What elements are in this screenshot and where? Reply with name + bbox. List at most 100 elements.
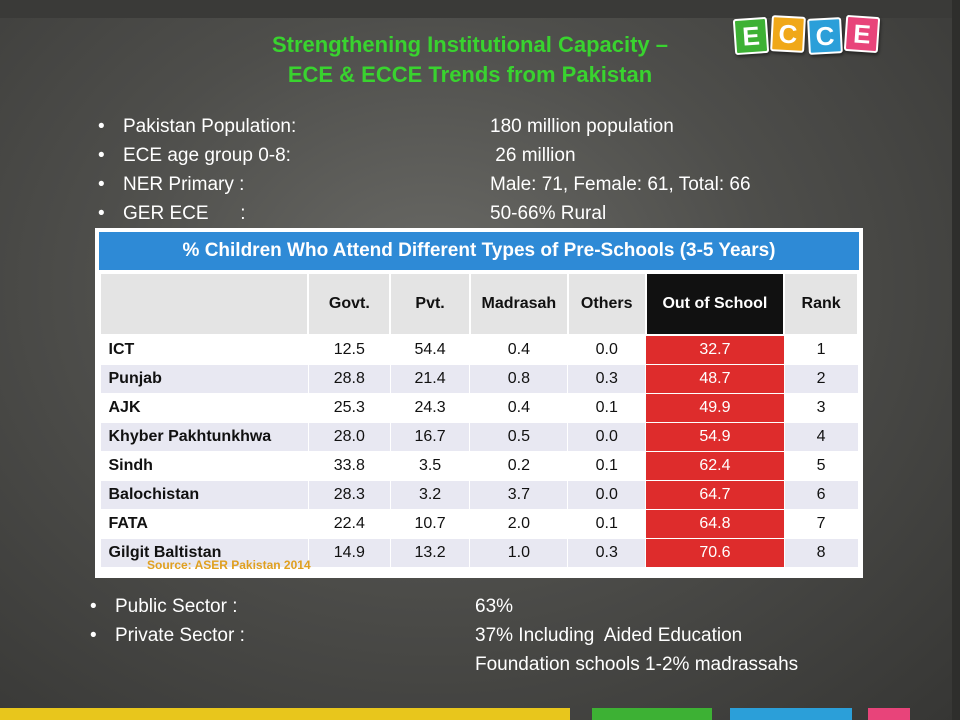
cell-madrasah: 0.8: [469, 364, 569, 394]
table-row: FATA 22.4 10.7 2.0 0.1 64.8 7: [99, 509, 859, 539]
column-header-madrasah: Madrasah: [468, 272, 569, 336]
bullet: •: [98, 203, 105, 224]
table-title: % Children Who Attend Different Types of…: [99, 232, 859, 270]
column-header-out-of-school: Out of School: [644, 272, 786, 336]
cell-others: 0.1: [567, 509, 647, 539]
table-row: ICT 12.5 54.4 0.4 0.0 32.7 1: [99, 334, 859, 365]
sector-label: Private Sector :: [115, 625, 245, 646]
cell-others: 0.0: [567, 334, 647, 365]
cell-madrasah: 0.4: [469, 393, 569, 423]
cell-govt: 22.4: [307, 509, 391, 539]
stat-label: ECE age group 0-8:: [123, 145, 291, 166]
sector-value: Foundation schools 1-2% madrassahs: [475, 654, 799, 675]
stat-label: Pakistan Population:: [123, 116, 297, 137]
cell-madrasah: 0.5: [469, 422, 569, 452]
bullet: •: [98, 116, 105, 137]
preschool-table: Govt. Pvt. Madrasah Others Out of School…: [98, 272, 859, 568]
preschool-table-image: % Children Who Attend Different Types of…: [95, 228, 863, 578]
table-row: Gilgit Baltistan 14.9 13.2 1.0 0.3 70.6 …: [99, 538, 859, 568]
cell-rank: 5: [783, 451, 859, 481]
cell-rank: 2: [783, 364, 859, 394]
cell-pvt: 24.3: [389, 393, 471, 423]
cell-rank: 7: [783, 509, 859, 539]
cell-region: FATA: [99, 509, 309, 539]
logo-letter-c1: C: [770, 15, 806, 53]
cell-rank: 1: [783, 334, 859, 365]
cell-out-of-school: 70.6: [645, 538, 785, 568]
column-header-region: [98, 272, 310, 336]
slide-frame-right: [952, 0, 960, 720]
cell-govt: 14.9: [307, 538, 391, 568]
cell-out-of-school: 49.9: [645, 393, 785, 423]
cell-govt: 25.3: [307, 393, 391, 423]
cell-govt: 28.3: [307, 480, 391, 510]
cell-pvt: 10.7: [389, 509, 471, 539]
cell-govt: 12.5: [307, 334, 391, 365]
cell-rank: 4: [783, 422, 859, 452]
column-header-govt: Govt.: [307, 272, 392, 336]
slide-frame-top: [0, 0, 960, 18]
table-row: Balochistan 28.3 3.2 3.7 0.0 64.7 6: [99, 480, 859, 510]
column-header-rank: Rank: [783, 272, 859, 336]
cell-pvt: 21.4: [389, 364, 471, 394]
stat-population: • Pakistan Population: 180 million popul…: [98, 112, 858, 141]
cell-pvt: 16.7: [389, 422, 471, 452]
cell-pvt: 3.2: [389, 480, 471, 510]
logo-letter-c2: C: [807, 17, 843, 55]
table-row: Khyber Pakhtunkhwa 28.0 16.7 0.5 0.0 54.…: [99, 422, 859, 452]
slide-title: Strengthening Institutional Capacity – E…: [150, 30, 790, 90]
sector-continuation: Foundation schools 1-2% madrassahs: [90, 650, 850, 679]
sector-value: 37% Including Aided Education: [475, 625, 743, 646]
stat-value: 180 million population: [490, 116, 674, 137]
cell-others: 0.0: [567, 480, 647, 510]
stat-label: GER ECE :: [123, 203, 246, 224]
cell-out-of-school: 64.7: [645, 480, 785, 510]
logo-letter-e2: E: [843, 14, 881, 54]
cell-out-of-school: 32.7: [645, 334, 785, 365]
stat-ger-ece: • GER ECE : 50-66% Rural: [98, 199, 858, 228]
stat-value: Male: 71, Female: 61, Total: 66: [490, 174, 751, 195]
cell-out-of-school: 48.7: [645, 364, 785, 394]
sector-public: • Public Sector : 63%: [90, 592, 850, 621]
cell-govt: 28.8: [307, 364, 391, 394]
stat-ece-age-group: • ECE age group 0-8: 26 million: [98, 141, 858, 170]
cell-out-of-school: 54.9: [645, 422, 785, 452]
cell-madrasah: 1.0: [469, 538, 569, 568]
cell-govt: 28.0: [307, 422, 391, 452]
title-line-1: Strengthening Institutional Capacity –: [271, 32, 669, 57]
table-header-row: Govt. Pvt. Madrasah Others Out of School…: [98, 272, 859, 336]
stat-ner-primary: • NER Primary : Male: 71, Female: 61, To…: [98, 170, 858, 199]
cell-others: 0.3: [567, 538, 647, 568]
table-row: Sindh 33.8 3.5 0.2 0.1 62.4 5: [99, 451, 859, 481]
sector-value: 63%: [475, 596, 514, 617]
bottom-bar-blue: [730, 708, 852, 720]
bottom-bar-yellow: [0, 708, 570, 720]
cell-madrasah: 0.2: [469, 451, 569, 481]
logo-letter-e1: E: [732, 16, 770, 56]
stat-value: 50-66% Rural: [490, 203, 607, 224]
cell-govt: 33.8: [307, 451, 391, 481]
cell-region: Punjab: [99, 364, 309, 394]
cell-pvt: 3.5: [389, 451, 471, 481]
table-row: AJK 25.3 24.3 0.4 0.1 49.9 3: [99, 393, 859, 423]
cell-out-of-school: 62.4: [645, 451, 785, 481]
bullet: •: [90, 625, 97, 646]
sector-list: • Public Sector : 63% • Private Sector :…: [90, 592, 850, 679]
cell-region: Khyber Pakhtunkhwa: [99, 422, 309, 452]
sector-label: Public Sector :: [115, 596, 238, 617]
cell-others: 0.1: [567, 393, 647, 423]
bullet: •: [98, 145, 105, 166]
cell-others: 0.0: [567, 422, 647, 452]
cell-rank: 8: [783, 538, 859, 568]
cell-region: AJK: [99, 393, 309, 423]
bottom-bar-green: [592, 708, 712, 720]
stat-label: NER Primary :: [123, 174, 245, 195]
title-line-2: ECE & ECCE Trends from Pakistan: [287, 62, 653, 87]
bullet: •: [98, 174, 105, 195]
cell-others: 0.1: [567, 451, 647, 481]
cell-rank: 6: [783, 480, 859, 510]
column-header-others: Others: [566, 272, 647, 336]
cell-region: Balochistan: [99, 480, 309, 510]
column-header-pvt: Pvt.: [389, 272, 471, 336]
cell-region: Sindh: [99, 451, 309, 481]
